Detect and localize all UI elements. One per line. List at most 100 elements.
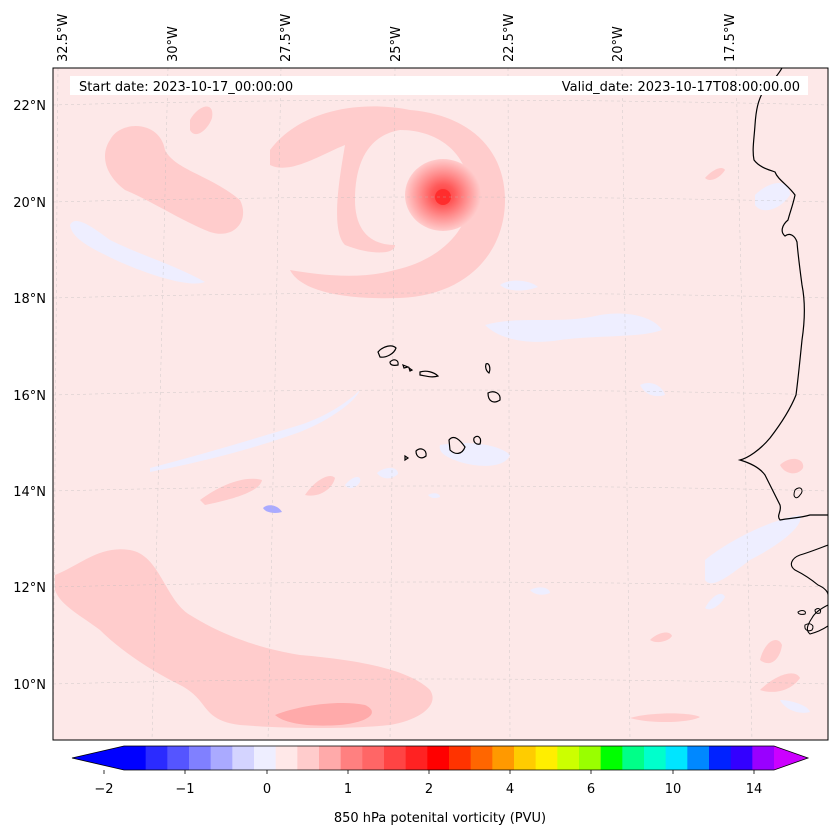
lat-tick-label: 20°N: [13, 196, 46, 211]
pv-neg-small-1: [500, 280, 538, 291]
colorbar-tick-label: 10: [665, 782, 682, 797]
colorbar-segment: [687, 746, 710, 770]
lon-tick-label: 22.5°W: [502, 14, 517, 62]
colorbar-segment: [665, 746, 688, 770]
colorbar-segment: [644, 746, 667, 770]
pv-neg-core: [263, 505, 282, 513]
pv-neg-small-2: [377, 467, 398, 479]
lat-tick-label: 10°N: [13, 678, 46, 693]
colorbar-segment: [210, 746, 233, 770]
colorbar-segment: [124, 746, 147, 770]
bijagos-island-1: [797, 610, 806, 615]
colorbar-segment: [557, 746, 580, 770]
pv-swirl-region: [270, 106, 505, 299]
header-box: [70, 76, 808, 95]
start-date-label: Start date: 2023-10-17_00:00:00: [79, 80, 293, 95]
lon-tick-label: 27.5°W: [279, 14, 294, 62]
colorbar-segment: [405, 746, 428, 770]
colorbar-tick-label: 4: [506, 782, 514, 797]
colorbar-segment: [622, 746, 645, 770]
coast-segment-guinea: [806, 604, 828, 635]
pv-neg-west: [70, 220, 205, 284]
lat-tick-label: 14°N: [13, 485, 46, 500]
colorbar-tick-label: 6: [587, 782, 595, 797]
colorbar-title: 850 hPa potenital vorticity (PVU): [334, 811, 546, 826]
colorbar-tick-label: −1: [175, 782, 194, 797]
colorbar-segment: [600, 746, 623, 770]
lon-tick-label: 17.5°W: [723, 14, 738, 62]
colorbar-segment: [254, 746, 277, 770]
lat-tick-label: 16°N: [13, 389, 46, 404]
colorbar-segment: [579, 746, 602, 770]
colorbar-segment: [319, 746, 342, 770]
lon-tick-label: 20°W: [611, 26, 626, 62]
pv-patch-ne: [705, 167, 725, 181]
pv-neg-band: [150, 390, 360, 472]
west-africa-coast: [737, 68, 828, 521]
colorbar-segment: [189, 746, 212, 770]
pv-patch-small-north: [190, 106, 213, 135]
bijagos-island-2: [814, 608, 821, 614]
cape-verde-islands: [377, 345, 501, 462]
colorbar-segment: [362, 746, 385, 770]
pv-field: [53, 68, 828, 740]
lon-tick-label: 25°W: [389, 26, 404, 62]
pv-neg-east: [705, 515, 801, 584]
colorbar-segment: [492, 746, 515, 770]
pv-patch-east-2: [760, 640, 782, 664]
colorbar-segment: [514, 746, 537, 770]
colorbar-tick-label: 0: [263, 782, 271, 797]
colorbar-segment: [384, 746, 407, 770]
colorbar-segment: [275, 746, 298, 770]
colorbar-segment: [730, 746, 753, 770]
pv-neg-small-6: [780, 700, 810, 713]
colorbar-segment: [340, 746, 363, 770]
colorbar-tick-label: 1: [344, 782, 352, 797]
lon-tick-labels: 32.5°W 30°W 27.5°W 25°W 22.5°W 20°W 17.5…: [56, 14, 738, 62]
pv-patch-south-large: [55, 549, 433, 729]
colorbar-over-arrow: [774, 746, 808, 770]
pv-patch-north-west: [105, 126, 244, 234]
colorbar-segment: [709, 746, 732, 770]
coast-segment-gambia: [793, 487, 803, 499]
bijagos-island-3: [804, 623, 814, 632]
lat-tick-label: 18°N: [13, 292, 46, 307]
pv-neg-small-4: [530, 587, 550, 595]
graticule: [53, 68, 828, 740]
pv-patch-south-east: [630, 713, 700, 723]
colorbar-segment: [145, 746, 168, 770]
colorbar-tick-label: −2: [94, 782, 113, 797]
colorbar-segment: [449, 746, 472, 770]
colorbar-tick-label: 14: [746, 782, 763, 797]
colorbar-under-arrow: [72, 746, 124, 770]
lat-tick-label: 12°N: [13, 581, 46, 596]
colorbar: [71, 745, 810, 774]
lat-tick-labels: 22°N 20°N 18°N 16°N 14°N 12°N 10°N: [13, 99, 46, 693]
pv-neg-ne: [755, 182, 790, 211]
coast-segment-guinea-bissau: [790, 544, 828, 596]
pv-patch-east-3: [650, 632, 672, 643]
colorbar-tick-label: 2: [425, 782, 433, 797]
colorbar-ticks: −2 −1 0 1 2 4 6 10 14: [94, 782, 762, 797]
lon-tick-label: 30°W: [166, 26, 181, 62]
pv-neg-right: [640, 383, 665, 397]
lat-tick-label: 22°N: [13, 99, 46, 114]
colorbar-segment: [427, 746, 450, 770]
pv-neg-east-2: [705, 593, 725, 610]
colorbar-segment: [167, 746, 190, 770]
colorbar-segment: [470, 746, 493, 770]
pv-patch-south-core: [275, 703, 372, 726]
pv-neg-small-5: [428, 493, 440, 499]
map-frame: [52, 67, 829, 741]
valid-date-label: Valid_date: 2023-10-17T08:00:00.00: [562, 80, 800, 95]
lon-tick-label: 32.5°W: [56, 14, 71, 62]
pv-patch-east-1: [780, 458, 804, 474]
colorbar-segment: [232, 746, 255, 770]
colorbar-segment: [297, 746, 320, 770]
colorbar-segment: [752, 746, 775, 770]
pv-neg-small-3: [345, 476, 361, 489]
pv-patch-mid: [305, 475, 335, 496]
colorbar-segment: [535, 746, 558, 770]
pv-neg-central: [485, 313, 662, 342]
